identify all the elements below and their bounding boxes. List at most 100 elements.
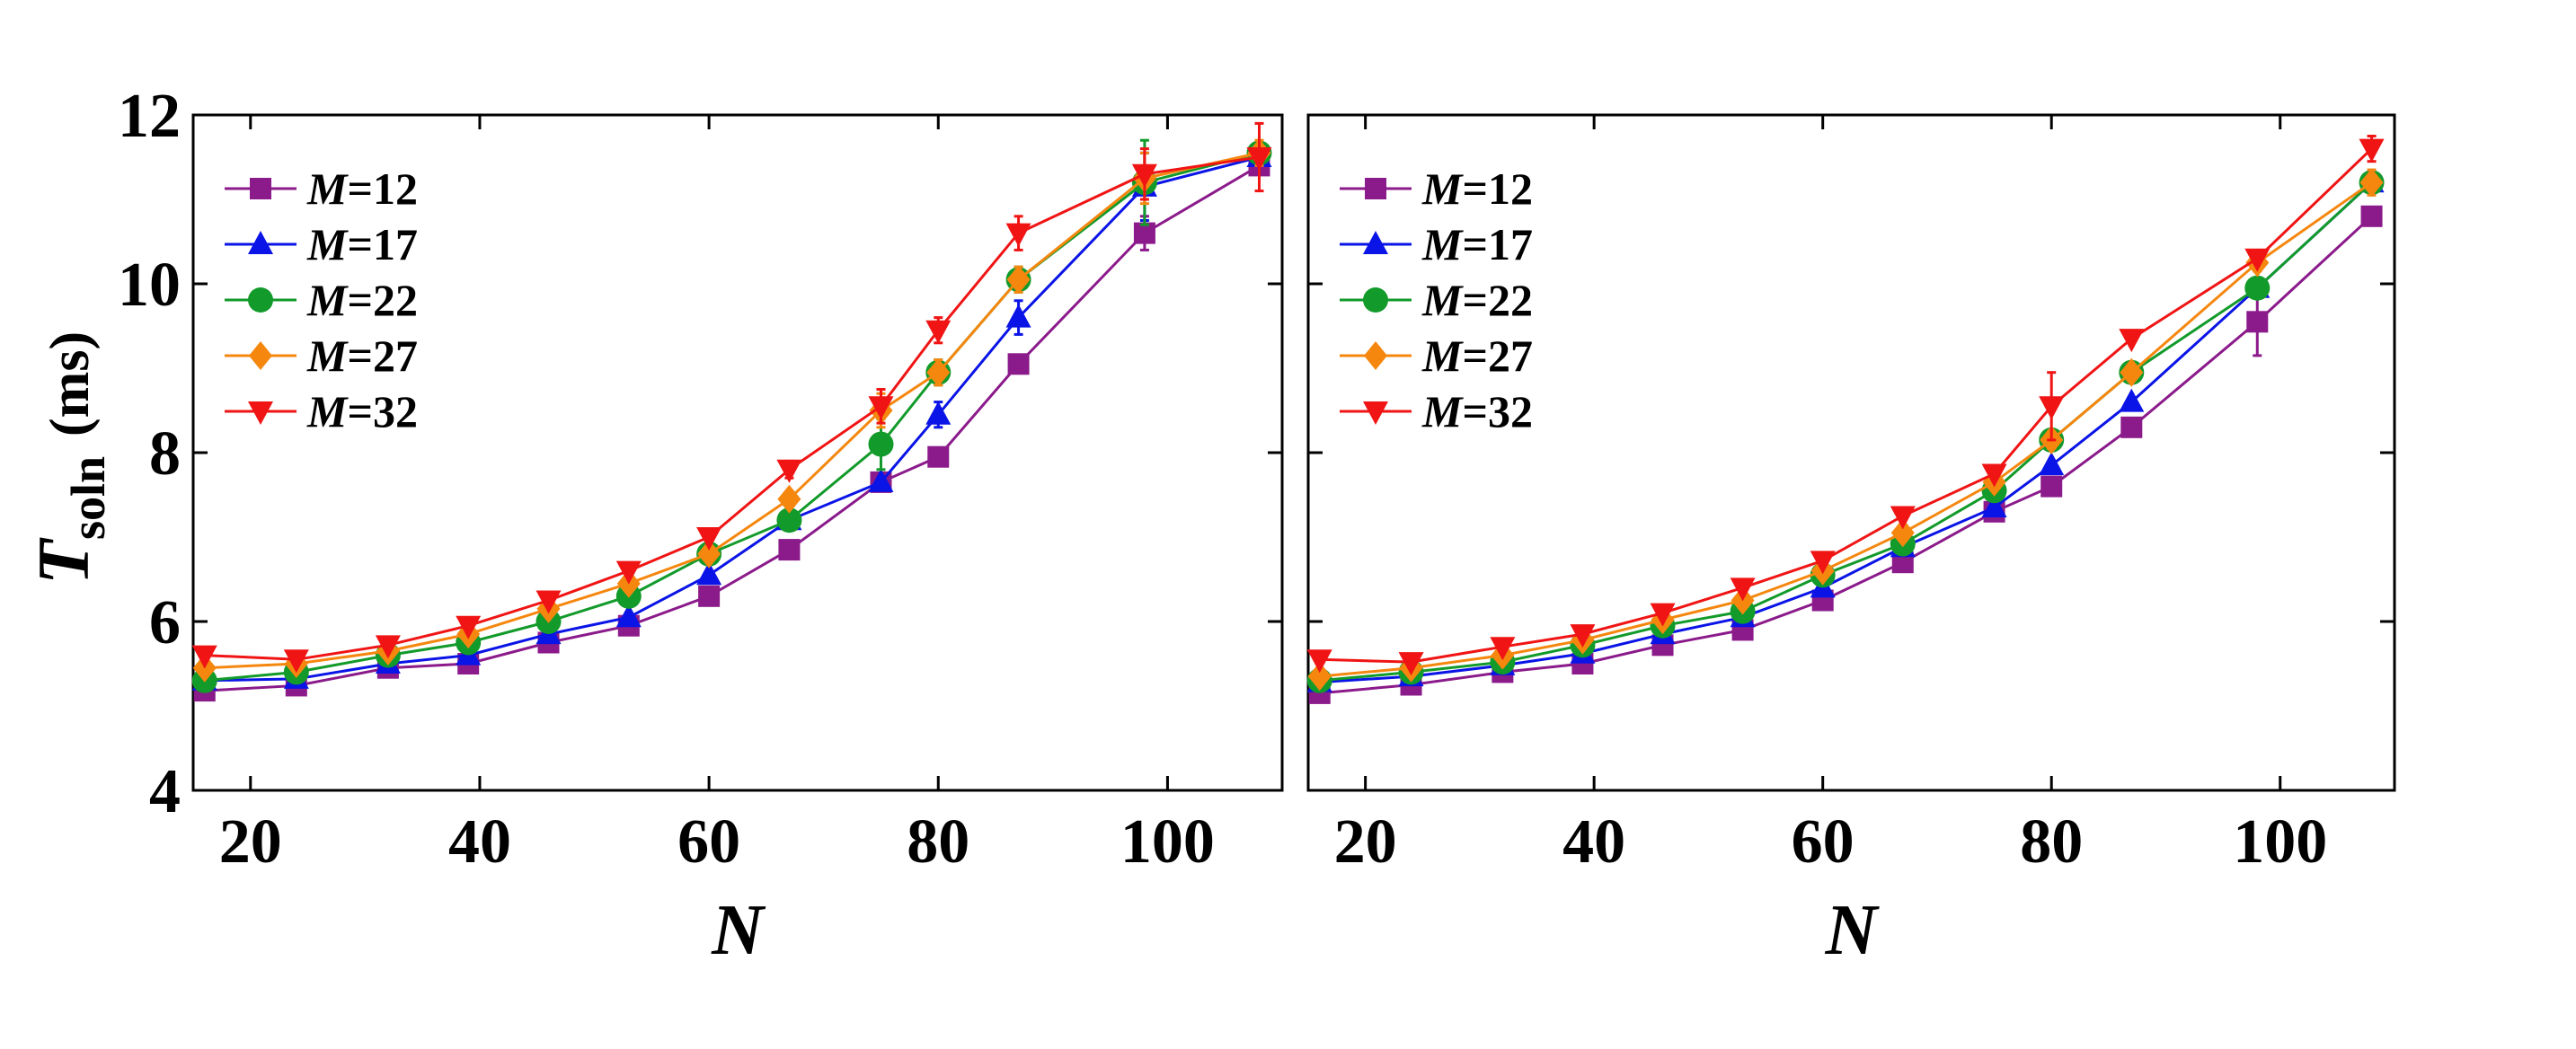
data-point (1490, 637, 1516, 661)
data-point (1007, 353, 1030, 375)
legend-marker (250, 178, 271, 199)
legend-item: M=32 (225, 386, 418, 436)
y-tick-label: 10 (118, 251, 181, 320)
legend-label-value: =27 (347, 331, 418, 381)
legend-marker (248, 401, 273, 425)
legend-marker (1365, 178, 1386, 199)
legend-item: M=22 (1340, 275, 1533, 325)
data-point (1131, 163, 1157, 188)
data-point (2244, 248, 2271, 272)
data-point (2244, 275, 2271, 301)
legend-label-var: M (306, 163, 349, 214)
legend-label-value: =32 (1462, 386, 1533, 436)
data-point (1981, 463, 2007, 488)
legend-label: M=17 (1421, 219, 1533, 269)
y-tick-label: 12 (118, 82, 181, 151)
data-point (1307, 662, 1332, 692)
legend-marker (1364, 341, 1387, 370)
y-axis-title: Tsoln (ms) (22, 331, 115, 585)
x-tick-label: 40 (1562, 807, 1625, 877)
legend-label-value: =12 (1462, 163, 1533, 214)
data-point (1306, 649, 1332, 674)
legend: M=12M=17M=22M=27M=32 (225, 163, 418, 436)
data-point (375, 635, 401, 659)
legend-label-var: M (1421, 219, 1464, 269)
y-tick-label: 6 (149, 588, 181, 657)
x-tick-label: 20 (219, 807, 282, 877)
y-axis-title-unit: (ms) (40, 331, 101, 436)
legend-label-var: M (306, 219, 349, 269)
svg-text:Tsoln(ms): Tsoln (ms) (22, 331, 115, 585)
legend-label: M=27 (1421, 331, 1533, 381)
legend-item: M=12 (225, 163, 418, 214)
legend-label: M=27 (306, 331, 418, 381)
data-point (696, 527, 722, 551)
data-point (925, 401, 952, 425)
data-point (1730, 577, 1756, 602)
legend-label-value: =17 (347, 219, 418, 269)
legend-label: M=12 (1421, 163, 1533, 214)
data-point (1570, 624, 1596, 648)
series-M-32 (191, 121, 1272, 674)
legend-marker (248, 231, 273, 254)
legend-label: M=32 (1421, 386, 1533, 436)
y-axis-title-subscript: soln (61, 456, 115, 540)
legend-label-var: M (1421, 331, 1464, 381)
data-point (191, 645, 217, 669)
legend-label-value: =32 (347, 386, 418, 436)
legend-label-value: =22 (1462, 275, 1533, 325)
data-point (698, 585, 721, 607)
data-point (1981, 494, 2007, 518)
data-point (1890, 506, 1916, 530)
legend-item: M=17 (1340, 219, 1533, 269)
data-point (926, 357, 951, 387)
data-point (776, 507, 802, 533)
legend-label-value: =12 (347, 163, 418, 214)
legend-label-var: M (1421, 275, 1464, 325)
y-tick-label: 4 (149, 757, 181, 826)
legend-marker (1363, 231, 1388, 254)
data-point (776, 459, 802, 483)
legend-item: M=27 (1340, 331, 1533, 381)
legend-label: M=22 (1421, 275, 1533, 325)
legend-marker (1363, 401, 1388, 425)
x-tick-label: 80 (2020, 807, 2083, 877)
data-point (283, 649, 309, 674)
legend: M=12M=17M=22M=27M=32 (1340, 163, 1533, 436)
data-point (2359, 168, 2384, 198)
x-tick-label: 100 (1120, 807, 1215, 877)
x-tick-label: 60 (1792, 807, 1855, 877)
legend-item: M=32 (1340, 386, 1533, 436)
data-point (2120, 357, 2144, 387)
x-tick-label: 40 (448, 807, 511, 877)
legend-item: M=27 (225, 331, 418, 381)
legend-label-var: M (1421, 386, 1464, 436)
data-point (2360, 205, 2383, 227)
legend-label-var: M (1421, 163, 1464, 214)
data-point (456, 615, 482, 639)
legend-label: M=22 (306, 275, 418, 325)
y-axis-title-main: T (22, 537, 104, 585)
data-point (2039, 396, 2065, 420)
legend-label-var: M (306, 275, 349, 325)
data-point (777, 484, 801, 514)
x-axis-title: N (711, 891, 766, 970)
legend-marker (1363, 287, 1388, 313)
data-point (2119, 388, 2145, 412)
legend-label-var: M (306, 386, 349, 436)
data-point (868, 431, 894, 457)
data-point (2246, 311, 2269, 333)
x-tick-label: 80 (907, 807, 969, 877)
legend-item: M=12 (1340, 163, 1533, 214)
data-point (1810, 551, 1836, 575)
legend-label: M=12 (306, 163, 418, 214)
data-point (927, 445, 950, 468)
data-point (696, 561, 722, 586)
data-point (1398, 652, 1424, 676)
data-point (868, 396, 894, 420)
data-point (1890, 518, 1915, 548)
legend-item: M=17 (225, 219, 418, 269)
